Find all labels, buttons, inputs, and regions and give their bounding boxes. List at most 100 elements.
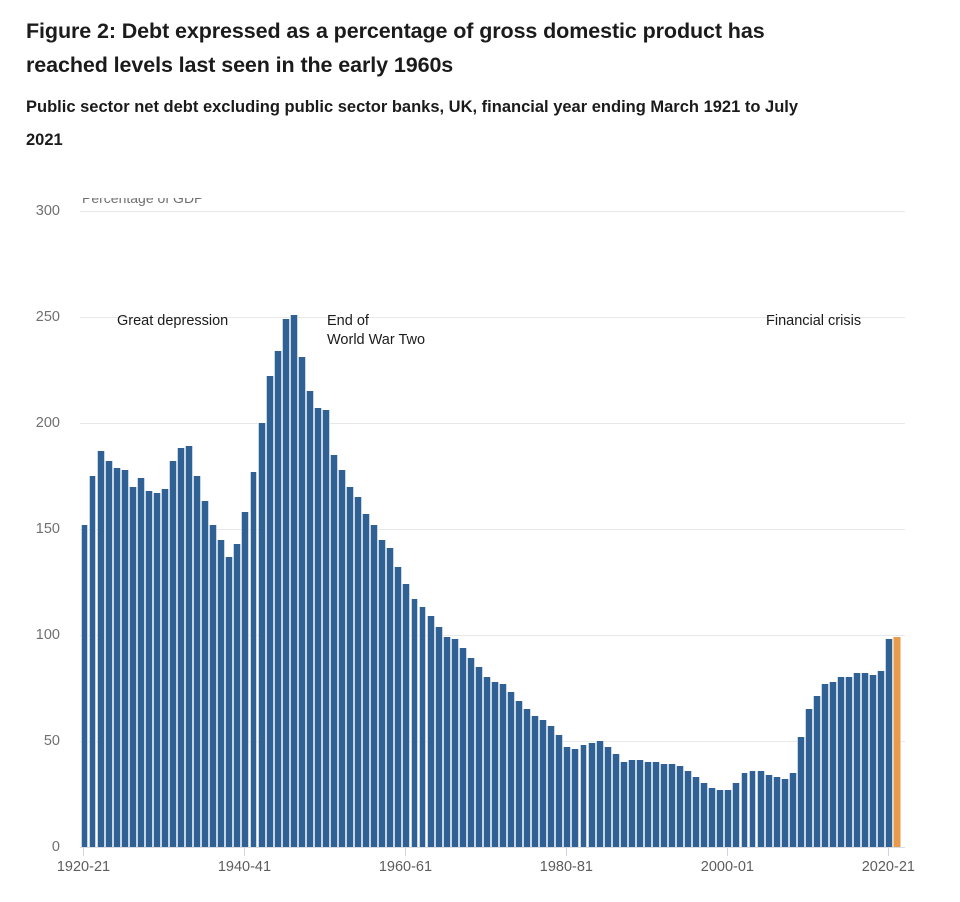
bar[interactable] bbox=[829, 681, 837, 847]
bar[interactable] bbox=[531, 715, 540, 847]
bar[interactable] bbox=[764, 774, 773, 847]
bar[interactable] bbox=[820, 683, 829, 847]
bar[interactable] bbox=[281, 319, 290, 847]
bar[interactable] bbox=[595, 741, 604, 847]
bar[interactable] bbox=[877, 671, 886, 847]
bar[interactable] bbox=[458, 647, 467, 847]
bar[interactable] bbox=[563, 747, 572, 847]
bar[interactable] bbox=[466, 658, 475, 847]
bar[interactable] bbox=[378, 539, 387, 847]
bar[interactable] bbox=[579, 745, 588, 847]
bar[interactable] bbox=[547, 726, 556, 847]
bar[interactable] bbox=[313, 408, 322, 847]
bar[interactable] bbox=[676, 766, 685, 847]
bar[interactable] bbox=[297, 357, 306, 847]
bar[interactable] bbox=[716, 789, 725, 847]
bar[interactable] bbox=[394, 567, 403, 847]
bar[interactable] bbox=[418, 607, 427, 847]
bar[interactable] bbox=[338, 469, 346, 847]
bar[interactable] bbox=[354, 497, 363, 847]
bar[interactable] bbox=[571, 749, 580, 847]
bar[interactable] bbox=[201, 501, 210, 847]
bar[interactable] bbox=[732, 783, 741, 847]
bar[interactable] bbox=[603, 747, 612, 847]
bar[interactable] bbox=[120, 469, 129, 847]
bar[interactable] bbox=[257, 423, 266, 847]
bar[interactable] bbox=[515, 700, 524, 847]
bar[interactable] bbox=[490, 681, 499, 847]
bar[interactable] bbox=[812, 696, 821, 847]
bar[interactable] bbox=[209, 524, 218, 847]
bar[interactable] bbox=[684, 770, 693, 847]
bar[interactable] bbox=[104, 461, 113, 847]
bar[interactable] bbox=[217, 539, 226, 847]
bar[interactable] bbox=[321, 410, 330, 847]
bar[interactable] bbox=[780, 779, 789, 847]
bar[interactable] bbox=[507, 692, 516, 847]
bar[interactable] bbox=[796, 736, 805, 847]
bar[interactable] bbox=[611, 753, 620, 847]
bar[interactable] bbox=[619, 762, 628, 847]
bar[interactable] bbox=[837, 677, 846, 847]
bar[interactable] bbox=[346, 486, 355, 847]
bar[interactable] bbox=[434, 626, 443, 847]
bar[interactable] bbox=[555, 734, 564, 847]
bar[interactable] bbox=[402, 584, 411, 847]
bar[interactable] bbox=[362, 514, 371, 847]
bar[interactable] bbox=[482, 677, 491, 847]
bar[interactable] bbox=[442, 637, 451, 847]
bar[interactable] bbox=[499, 683, 507, 847]
bar[interactable] bbox=[724, 789, 733, 847]
bar[interactable] bbox=[772, 777, 781, 847]
bar[interactable] bbox=[853, 673, 862, 847]
bar[interactable] bbox=[869, 675, 878, 847]
bar[interactable] bbox=[885, 639, 894, 847]
bar[interactable] bbox=[756, 770, 765, 847]
bar[interactable] bbox=[627, 760, 636, 847]
bar[interactable] bbox=[845, 677, 854, 847]
bar[interactable] bbox=[450, 639, 459, 847]
bar[interactable] bbox=[265, 376, 274, 847]
bar[interactable] bbox=[177, 448, 186, 847]
bar[interactable] bbox=[160, 488, 169, 847]
bar[interactable] bbox=[410, 598, 419, 847]
bar[interactable] bbox=[136, 478, 145, 847]
bar[interactable] bbox=[668, 764, 676, 847]
bar[interactable] bbox=[539, 719, 548, 847]
bar[interactable] bbox=[128, 486, 137, 847]
bar[interactable] bbox=[700, 783, 709, 847]
bar[interactable] bbox=[241, 512, 250, 847]
bar[interactable] bbox=[523, 709, 532, 847]
bar[interactable] bbox=[740, 772, 749, 847]
bar[interactable] bbox=[273, 350, 282, 847]
bar[interactable] bbox=[96, 450, 105, 847]
bar[interactable] bbox=[474, 666, 483, 847]
bar[interactable] bbox=[80, 524, 89, 847]
bar[interactable] bbox=[112, 467, 121, 847]
bar[interactable] bbox=[660, 764, 668, 847]
bar[interactable] bbox=[587, 743, 596, 847]
bar[interactable] bbox=[289, 314, 298, 847]
bar[interactable] bbox=[370, 524, 379, 847]
bar[interactable] bbox=[330, 454, 338, 847]
bar[interactable] bbox=[804, 709, 813, 847]
bar[interactable] bbox=[708, 787, 717, 847]
bar[interactable] bbox=[249, 471, 258, 847]
bar[interactable] bbox=[893, 637, 902, 847]
bar[interactable] bbox=[144, 490, 153, 847]
bar[interactable] bbox=[643, 762, 652, 847]
bar[interactable] bbox=[692, 777, 701, 847]
bar[interactable] bbox=[305, 391, 314, 847]
bar[interactable] bbox=[386, 548, 395, 847]
bar[interactable] bbox=[635, 760, 644, 847]
bar[interactable] bbox=[426, 615, 435, 847]
bar[interactable] bbox=[861, 673, 870, 847]
bar[interactable] bbox=[185, 446, 194, 847]
bar[interactable] bbox=[225, 556, 234, 847]
bar[interactable] bbox=[233, 543, 242, 847]
bar[interactable] bbox=[748, 770, 757, 847]
bar[interactable] bbox=[88, 476, 97, 847]
bar[interactable] bbox=[788, 772, 797, 847]
bar[interactable] bbox=[651, 762, 660, 847]
bar[interactable] bbox=[152, 492, 161, 847]
